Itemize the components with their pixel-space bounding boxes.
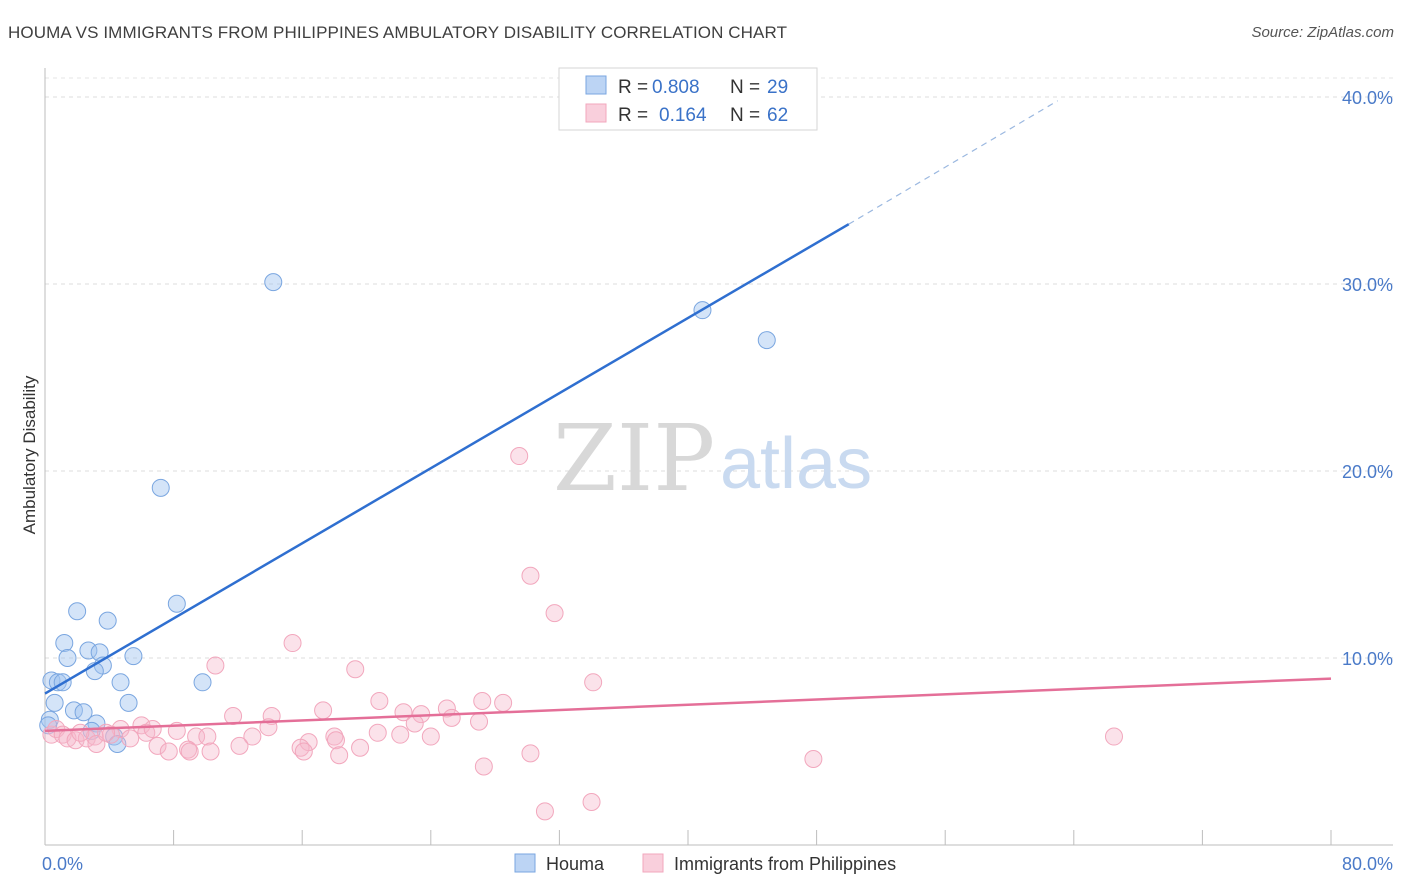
philippines-point-6 <box>584 673 603 692</box>
philippines-point-24 <box>368 723 387 742</box>
source-label: Source: ZipAtlas.com <box>1251 24 1394 41</box>
houma-point-5 <box>68 602 87 621</box>
philippines-point-42 <box>326 731 345 750</box>
philippines-point-45 <box>148 736 167 755</box>
houma-series-swatch <box>514 853 536 873</box>
philippines-point-10 <box>437 699 456 718</box>
chart-title: HOUMA VS IMMIGRANTS FROM PHILIPPINES AMB… <box>8 23 788 42</box>
houma-point-11 <box>58 649 77 667</box>
houma-point-7 <box>55 634 74 653</box>
philippines-point-46 <box>159 742 178 761</box>
philippines-point-44 <box>351 738 370 757</box>
philippines-series-swatch <box>642 853 664 873</box>
y-tick-labels: 10.0% 20.0% 30.0% 40.0% <box>1342 88 1393 669</box>
houma-point-2 <box>757 331 776 350</box>
philippines-point-9 <box>494 693 513 712</box>
philippines-trend-line <box>44 677 1332 733</box>
houma-point-8 <box>79 641 98 660</box>
houma-point-10 <box>124 647 143 666</box>
philippines-point-59 <box>97 723 116 742</box>
watermark-zip: ZIP <box>553 405 715 512</box>
data-points <box>39 273 1123 821</box>
houma-point-19 <box>45 693 64 712</box>
philippines-point-3 <box>283 634 302 653</box>
philippines-point-5 <box>346 660 365 679</box>
houma-point-17 <box>111 673 130 692</box>
houma-point-4 <box>167 594 186 613</box>
y-tick-label-2: 30.0% <box>1342 275 1393 295</box>
grid-lines <box>45 77 1393 659</box>
stats-legend: R = 0.808 N = 29 R = 0.164 N = 62 <box>558 67 818 131</box>
y-tick-label-3: 40.0% <box>1342 88 1393 108</box>
philippines-point-18 <box>405 714 424 733</box>
philippines-point-15 <box>262 706 281 725</box>
houma-point-0 <box>264 273 283 292</box>
philippines-point-54 <box>804 749 823 768</box>
houma-point-18 <box>193 673 212 692</box>
watermark-atlas: atlas <box>720 424 872 504</box>
philippines-point-49 <box>294 742 313 761</box>
y-axis-label: Ambulatory Disability <box>20 375 39 534</box>
y-tick-label-1: 20.0% <box>1342 462 1393 482</box>
houma-point-22 <box>74 703 93 722</box>
series-legend: Houma Immigrants from Philippines <box>514 853 896 874</box>
houma-point-20 <box>119 693 138 712</box>
philippines-point-58 <box>582 792 601 811</box>
philippines-point-26 <box>421 727 440 746</box>
philippines-point-56 <box>1104 727 1123 746</box>
philippines-point-53 <box>330 746 349 765</box>
houma-point-6 <box>98 611 117 630</box>
philippines-n-value: 62 <box>767 105 788 126</box>
axes <box>44 68 1393 846</box>
houma-n-label: N = <box>730 77 760 98</box>
philippines-point-27 <box>243 727 262 746</box>
houma-r-label: R = <box>618 77 648 98</box>
houma-n-value: 29 <box>767 77 788 98</box>
philippines-point-17 <box>470 712 489 731</box>
philippines-point-8 <box>473 692 492 711</box>
philippines-point-48 <box>180 742 199 761</box>
philippines-point-51 <box>230 736 249 755</box>
philippines-series-label: Immigrants from Philippines <box>674 854 896 874</box>
philippines-legend-swatch <box>585 103 607 123</box>
philippines-point-61 <box>71 723 90 742</box>
philippines-point-16 <box>442 708 461 727</box>
philippines-point-52 <box>521 744 540 763</box>
y-tick-label-0: 10.0% <box>1342 649 1393 669</box>
philippines-point-11 <box>314 701 333 720</box>
philippines-point-1 <box>521 566 540 585</box>
philippines-point-50 <box>201 742 220 761</box>
houma-legend-swatch <box>585 75 607 95</box>
philippines-point-25 <box>391 725 410 744</box>
watermark: ZIP atlas <box>553 405 872 512</box>
houma-series-label: Houma <box>546 854 605 874</box>
philippines-point-57 <box>535 802 554 821</box>
x-tick-labels: 0.0% 80.0% <box>42 854 1393 874</box>
philippines-n-label: N = <box>730 105 760 126</box>
houma-trend-line <box>44 223 850 695</box>
philippines-point-30 <box>198 727 217 746</box>
philippines-point-55 <box>474 757 493 776</box>
philippines-point-0 <box>510 447 529 466</box>
philippines-r-label: R = <box>618 105 648 126</box>
houma-point-3 <box>151 478 170 497</box>
philippines-point-31 <box>121 729 140 748</box>
x-tick-label-0: 0.0% <box>42 854 83 874</box>
philippines-point-4 <box>206 656 225 675</box>
houma-r-value: 0.808 <box>652 77 700 98</box>
philippines-point-2 <box>545 604 564 623</box>
x-tick-label-1: 80.0% <box>1342 854 1393 874</box>
philippines-point-7 <box>370 692 389 711</box>
houma-trend-extension <box>848 100 1059 225</box>
philippines-point-60 <box>143 720 162 739</box>
trend-lines <box>44 100 1332 733</box>
philippines-r-value: 0.164 <box>659 105 707 126</box>
